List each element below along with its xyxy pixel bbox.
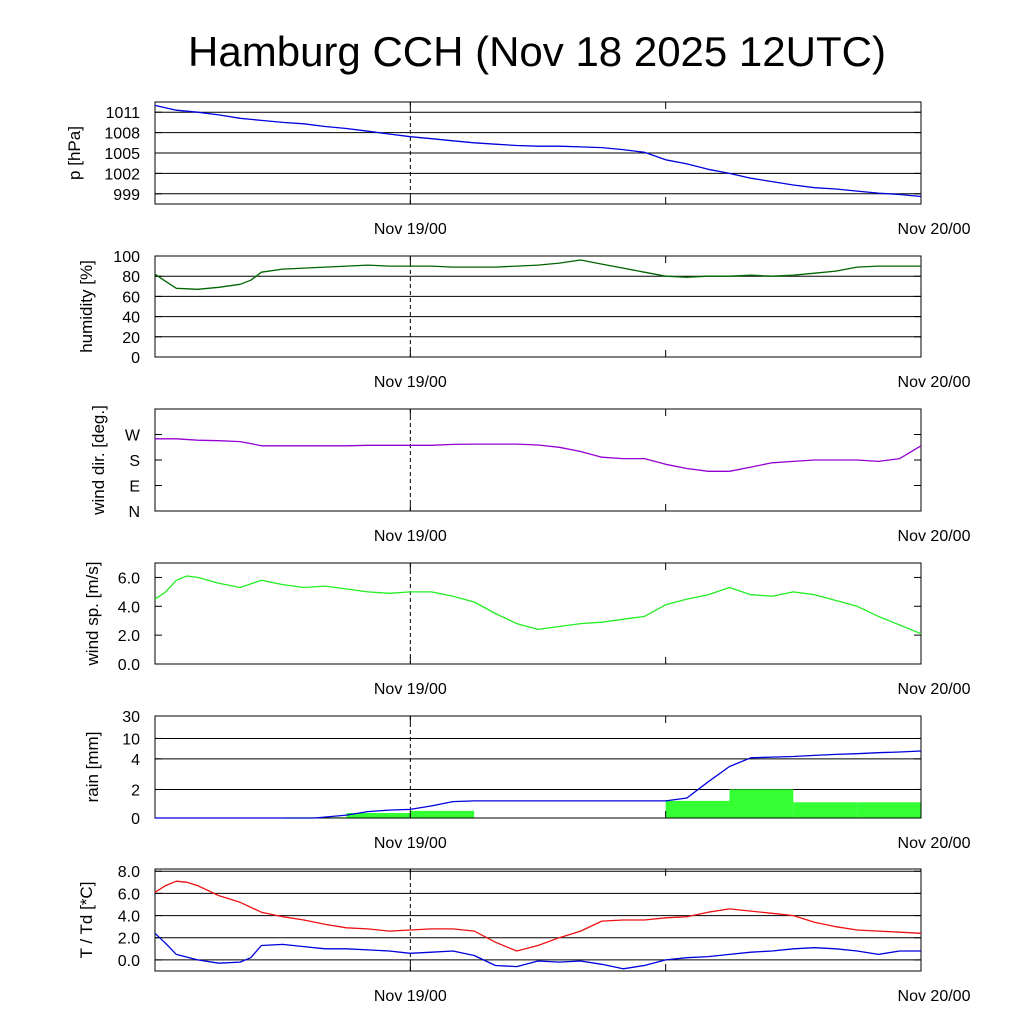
ytick-label: 10 xyxy=(122,731,140,748)
rain-bar xyxy=(729,789,794,818)
xtick-label: Nov 19/00 xyxy=(374,221,447,238)
axis-label: wind sp. [m/s] xyxy=(83,562,102,667)
rain-bar xyxy=(857,802,921,818)
plot-frame xyxy=(154,868,922,972)
ytick-label: S xyxy=(129,453,140,470)
xtick-label: Nov 20/00 xyxy=(898,681,971,698)
ytick-label: 40 xyxy=(122,310,140,327)
xtick-label: Nov 19/00 xyxy=(374,374,447,391)
rain-bar xyxy=(665,800,730,818)
ytick-label: 2 xyxy=(131,782,140,799)
plot-frame xyxy=(154,562,922,665)
ytick-label: 30 xyxy=(122,709,140,726)
xtick-label: Nov 20/00 xyxy=(898,221,971,238)
xtick-label: Nov 20/00 xyxy=(898,528,971,545)
panel-rain: 0 2 4 10 30 Nov 19/00 Nov 20/00 rain [mm] xyxy=(83,709,971,852)
rain-bar xyxy=(793,802,858,818)
ytick-label: 6.0 xyxy=(118,886,140,903)
ytick-label: N xyxy=(128,504,140,521)
ytick-label: 1011 xyxy=(106,105,141,122)
panel-temperature: 0.0 2.0 4.0 6.0 8.0 Nov 19/00 Nov 20/00 T / Td … xyxy=(77,864,971,1005)
ytick-label: 4 xyxy=(131,752,140,769)
ytick-label: W xyxy=(125,428,141,445)
rain-bar xyxy=(346,813,411,818)
panel-wind_speed: 0.0 2.0 4.0 6.0 Nov 19/00 Nov 20/00 wind sp. [… xyxy=(83,562,971,698)
axis-label: T / Td [*C] xyxy=(77,882,96,959)
ytick-label: 1002 xyxy=(104,166,140,183)
ytick-label: 20 xyxy=(122,330,140,347)
ytick-label: 2.0 xyxy=(118,628,140,645)
panel-pressure: 999 1002 1005 1008 1011 Nov 19/00 Nov 20/00 p [… xyxy=(65,101,971,238)
plot-frame xyxy=(154,255,922,358)
ytick-label: 0.0 xyxy=(118,657,140,674)
panel-humidity: 0 20 40 60 80 100 Nov 19/00 Nov 20/00 humidity [… xyxy=(77,249,971,391)
series-line-cumulative-rain xyxy=(155,750,922,819)
xtick-label: Nov 19/00 xyxy=(374,528,447,545)
ytick-label: 6.0 xyxy=(118,570,140,587)
ytick-label: 8.0 xyxy=(118,864,140,881)
ytick-label: 80 xyxy=(122,269,140,286)
xtick-label: Nov 20/00 xyxy=(898,835,971,852)
xtick-label: Nov 19/00 xyxy=(374,681,447,698)
series-line-wind-direction xyxy=(155,438,922,472)
series-line-td xyxy=(154,932,921,970)
series-line-t xyxy=(154,880,922,952)
ytick-label: 1008 xyxy=(104,126,140,143)
axis-label: p [hPa] xyxy=(65,126,84,180)
xtick-label: Nov 19/00 xyxy=(374,988,447,1005)
ytick-label: 60 xyxy=(122,289,140,306)
series-line-pressure xyxy=(154,104,922,198)
rain-bar xyxy=(410,810,475,818)
xtick-label: Nov 19/00 xyxy=(374,835,447,852)
axis-label: wind dir. [deg.] xyxy=(89,405,108,516)
ytick-label: 0 xyxy=(131,811,140,828)
ytick-label: 0 xyxy=(131,350,140,367)
axis-label: humidity [%] xyxy=(77,260,96,353)
axis-label: rain [mm] xyxy=(83,732,102,803)
series-line-humidity xyxy=(154,259,921,290)
xtick-label: Nov 20/00 xyxy=(898,374,971,391)
ytick-label: E xyxy=(129,479,140,496)
series-line-wind-speed xyxy=(154,575,922,635)
ytick-label: 1005 xyxy=(104,146,140,163)
ytick-label: 4.0 xyxy=(118,909,140,926)
ytick-label: 2.0 xyxy=(118,931,140,948)
chart-title: Hamburg CCH (Nov 18 2025 12UTC) xyxy=(188,28,886,75)
ytick-label: 0.0 xyxy=(118,953,140,970)
ytick-label: 100 xyxy=(113,249,140,266)
xtick-label: Nov 20/00 xyxy=(898,988,971,1005)
ytick-label: 999 xyxy=(113,187,140,204)
ytick-label: 4.0 xyxy=(118,599,140,616)
plot-frame xyxy=(154,715,922,819)
